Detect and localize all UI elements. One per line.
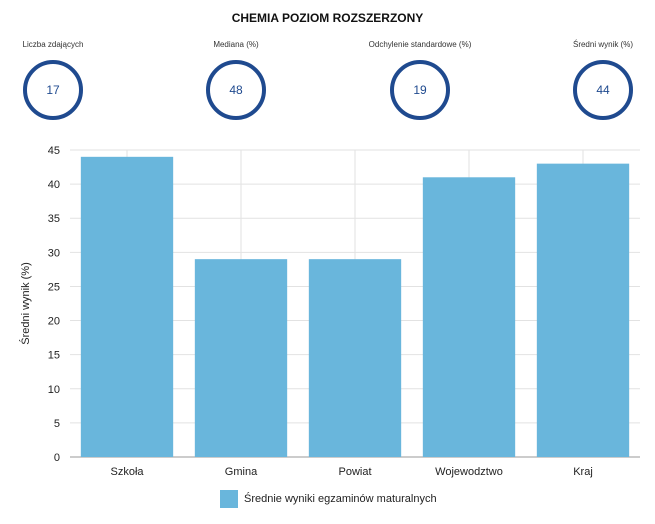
bar xyxy=(536,163,630,457)
stat-label: Liczba zdających xyxy=(22,40,84,49)
x-tick-label: Wojewodztwo xyxy=(435,466,503,478)
y-tick-label: 45 xyxy=(48,145,60,157)
y-tick-label: 5 xyxy=(54,418,60,430)
y-axis-label: Średni wynik (%) xyxy=(19,262,32,345)
stat-circle: 48 xyxy=(206,60,266,120)
y-tick-label: 20 xyxy=(48,316,60,328)
stat-label: Odchylenie standardowe (%) xyxy=(368,40,472,49)
stat-circle: 19 xyxy=(390,60,450,120)
legend-label: Średnie wyniki egzaminów maturalnych xyxy=(244,493,437,505)
legend: Średnie wyniki egzaminów maturalnych xyxy=(220,490,437,508)
bar xyxy=(308,259,402,457)
x-tick-label: Kraj xyxy=(573,466,593,478)
y-tick-label: 30 xyxy=(48,247,60,259)
x-tick-label: Szkoła xyxy=(110,466,144,478)
stat-label: Średni wynik (%) xyxy=(572,40,633,49)
stat-median: Mediana (%) 48 xyxy=(176,40,296,120)
x-tick-label: Gmina xyxy=(225,466,258,478)
stat-count: Liczba zdających 17 xyxy=(0,40,113,120)
stat-circle: 44 xyxy=(573,60,633,120)
stat-label: Mediana (%) xyxy=(213,40,259,49)
chart-title: CHEMIA POZIOM ROZSZERZONY xyxy=(231,11,424,25)
bar xyxy=(80,156,174,458)
stat-circle: 17 xyxy=(23,60,83,120)
bar xyxy=(194,259,288,457)
stat-mean: Średni wynik (%) 44 xyxy=(543,40,655,120)
y-tick-label: 10 xyxy=(48,384,60,396)
bar-chart: 0 5 10 15 20 25 30 35 40 45 Szkoła Gmina Powiat Wojew… xyxy=(19,145,640,478)
y-tick-label: 25 xyxy=(48,281,60,293)
y-tick-label: 0 xyxy=(54,452,60,464)
y-tick-label: 15 xyxy=(48,350,60,362)
legend-swatch xyxy=(220,490,238,508)
bar xyxy=(422,177,516,457)
y-tick-label: 40 xyxy=(48,179,60,191)
y-tick-label: 35 xyxy=(48,213,60,225)
x-tick-label: Powiat xyxy=(338,466,371,478)
stat-stddev: Odchylenie standardowe (%) 19 xyxy=(360,40,480,120)
